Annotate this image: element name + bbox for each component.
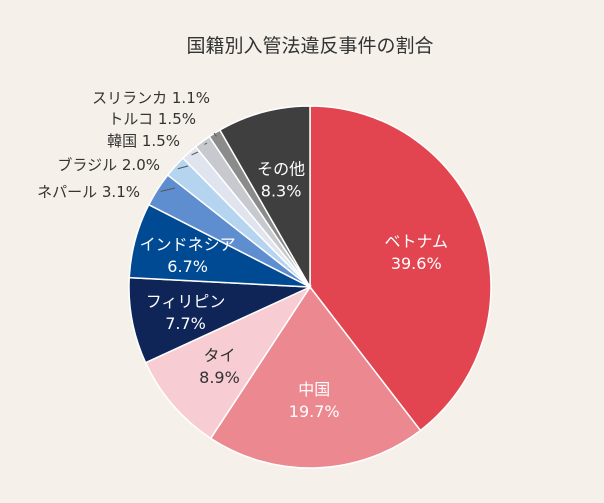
slice-2-name: 中国 bbox=[298, 380, 330, 399]
slice-labels: ベトナム 39.6% 中国 19.7% タイ 8.9% フィリピン 7.7% インドネシア 6.7… bbox=[37, 89, 448, 421]
slice-3-wedge bbox=[144, 285, 313, 440]
leader-lines bbox=[160, 132, 217, 192]
slice-10-leader-line bbox=[213, 132, 217, 137]
slice-3-percent: 8.9% bbox=[199, 368, 240, 387]
slice-7-leader-line bbox=[177, 165, 189, 170]
slice-4-name: フィリピン bbox=[146, 292, 226, 311]
slice-2-percent: 19.7% bbox=[289, 402, 340, 421]
slice-11-wedge bbox=[218, 105, 311, 290]
slice-2-wedge bbox=[209, 285, 422, 469]
slice-6-leader-line bbox=[160, 187, 176, 192]
slice-6-label: ネパール 3.1% bbox=[37, 183, 140, 201]
slice-10-label: スリランカ 1.1% bbox=[92, 89, 210, 107]
slice-1-wedge bbox=[309, 105, 492, 432]
slice-8-leader-line bbox=[191, 151, 199, 156]
pie-slices bbox=[128, 105, 492, 469]
slice-8-label: 韓国 1.5% bbox=[107, 132, 180, 150]
slice-7-label: ブラジル 2.0% bbox=[57, 156, 160, 174]
slice-9-leader-line bbox=[204, 142, 208, 145]
slice-4-percent: 7.7% bbox=[165, 314, 206, 333]
slice-9-label: トルコ 1.5% bbox=[108, 110, 196, 128]
slice-3-name: タイ bbox=[203, 346, 235, 365]
slice-11-name: その他 bbox=[257, 160, 305, 179]
chart-title: 国籍別入管法違反事件の割合 bbox=[186, 35, 433, 57]
slice-11-percent: 8.3% bbox=[261, 182, 302, 201]
slice-5-name: インドネシア bbox=[140, 235, 236, 254]
slice-5-percent: 6.7% bbox=[167, 257, 208, 276]
slice-1-percent: 39.6% bbox=[391, 254, 442, 273]
slice-1-name: ベトナム bbox=[384, 232, 448, 251]
